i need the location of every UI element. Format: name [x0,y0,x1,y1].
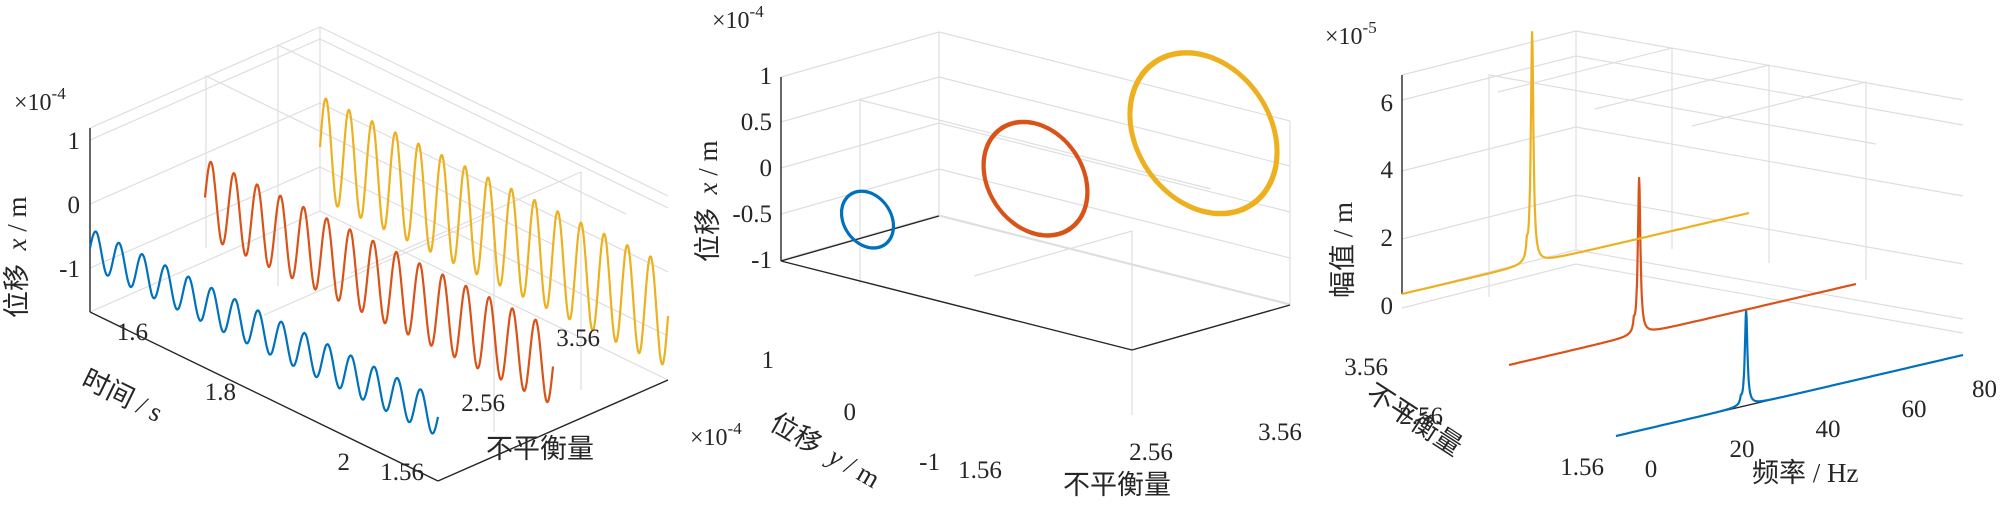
series-wave-3 [318,97,670,366]
series-orbit-1-loop-1 [841,190,894,249]
series-spectrum-3 [1401,31,1750,296]
p1-x-label: 时间 / s [77,363,167,427]
panel2-grid [780,31,1291,415]
p1-xtick-3: 2 [338,449,351,476]
p2-ytick-1: 1 [762,347,775,374]
series-orbit-2-loop-2 [982,120,1089,237]
p2-x-label: 不平衡量 [1063,470,1171,500]
p3-xtick-40: 40 [1816,416,1841,443]
series-spectrum-1 [1615,309,1964,438]
p3-z-multiplier: ×10-5 [1325,18,1377,50]
p3-xtick-60: 60 [1902,396,1927,423]
p3-ztick-6: 6 [1381,90,1394,117]
p2-z-multiplier: ×10-4 [712,2,764,34]
p2-ztick-0.5: 0.5 [741,109,772,136]
p1-ytick-1: 1.56 [380,459,424,486]
p2-y-label: 位移 y / m [765,407,885,494]
p3-ztick-2: 2 [1381,225,1394,252]
p2-ztick-neg1: -1 [751,247,772,274]
p1-z-label: 位移 x / m [2,197,32,319]
panel-orbit: 1 0.5 0 -0.5 -1 ×10-4 1 0 -1 ×10-4 1.56 … [690,2,1302,500]
p1-z-multiplier: ×10-4 [14,84,66,116]
p3-xtick-20: 20 [1730,436,1755,463]
p2-ztick-1: 1 [760,63,773,90]
p2-xtick-3: 3.56 [1258,419,1302,446]
p1-ztick-0: 0 [68,192,81,219]
panel3-grid [1401,30,1964,334]
series-orbit-3-loop-1 [1130,53,1277,214]
p3-ztick-0: 0 [1381,293,1394,320]
panel1-axes [89,128,669,482]
p2-xtick-2: 2.56 [1129,439,1173,466]
p3-ytick-2: 2.56 [1399,403,1443,430]
series-orbit-2-loop-3 [981,119,1090,238]
panel-time-waveform: 1 0 -1 ×10-4 1.6 1.8 2 1.56 2.56 3.56 位移… [2,26,670,486]
panel-spectrum: 6 4 2 0 ×10-5 3.56 2.56 1.56 0 20 40 60 … [1325,18,1997,488]
p3-ytick-3: 3.56 [1344,354,1388,381]
series-orbit-1-loop-2 [840,190,895,250]
p3-ztick-4: 4 [1381,157,1394,184]
series-orbit-2-loop-1 [983,122,1088,236]
panel1-series [88,97,670,435]
p3-x-label: 频率 / Hz [1752,458,1858,488]
panel1-grid [89,26,669,432]
p2-ytick-0: 0 [844,399,857,426]
panel3-axes [1401,75,1964,437]
series-wave-2 [203,160,555,404]
p1-ytick-2: 2.56 [461,390,505,417]
series-orbit-3-loop-3 [1127,50,1280,217]
p3-xtick-80: 80 [1972,376,1997,403]
panel3-series [1401,31,1964,438]
p2-ytick-neg1: -1 [919,449,940,476]
p1-ytick-3: 3.56 [556,325,600,352]
series-spectrum-2 [1508,176,1857,367]
p2-ztick-neg0.5: -0.5 [732,201,772,228]
p2-ztick-0: 0 [760,155,773,182]
p1-y-label: 不平衡量 [486,434,594,464]
p3-z-label: 幅值 / m [1328,202,1358,298]
p2-z-label: 位移 x / m [693,141,723,263]
p1-ztick-neg1: -1 [59,256,80,283]
panel2-series [839,50,1280,250]
p1-xtick-1: 1.6 [117,319,148,346]
series-wave-1 [88,230,440,435]
series-orbit-1-loop-3 [839,189,896,250]
p3-y-label: 不平衡量 [1361,378,1468,462]
p2-xtick-1: 1.56 [958,457,1002,484]
p2-y-multiplier: ×10-4 [690,419,742,451]
p1-xtick-2: 1.8 [205,379,236,406]
series-orbit-3-loop-2 [1128,51,1279,215]
p3-xtick-0: 0 [1645,456,1658,483]
panel2-axes [780,77,1291,351]
p3-ytick-1: 1.56 [1560,454,1604,481]
p1-ztick-1: 1 [68,128,81,155]
